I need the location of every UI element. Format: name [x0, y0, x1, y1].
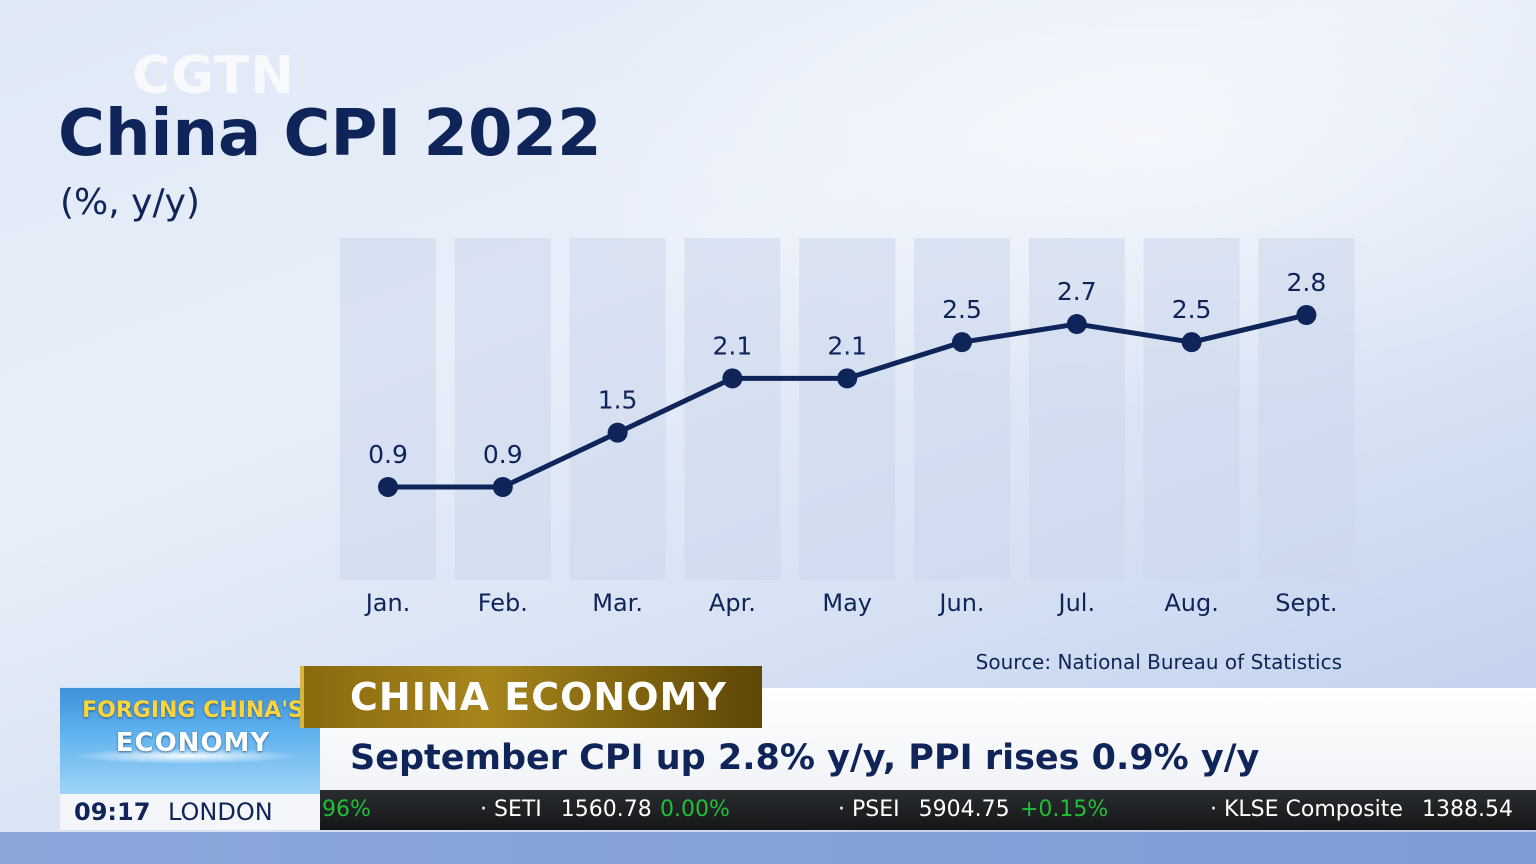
- column-band: [569, 238, 666, 580]
- ticker-value: 1388.54: [1421, 797, 1513, 822]
- data-point: [952, 332, 972, 353]
- ticker-name: PSEI: [852, 797, 900, 822]
- data-point: [837, 368, 858, 389]
- program-title-line1: FORGING CHINA'S: [82, 698, 304, 723]
- chart-subtitle: (%, y/y): [60, 182, 200, 223]
- category-label: Jun.: [937, 589, 984, 617]
- category-label: Apr.: [709, 589, 756, 617]
- data-point: [1181, 332, 1202, 353]
- column-band: [1143, 238, 1240, 580]
- data-point: [1296, 305, 1317, 325]
- column-band: [684, 238, 781, 580]
- program-badge: FORGING CHINA'S ECONOMY: [60, 686, 320, 794]
- data-label: 2.5: [942, 295, 982, 324]
- ticker-bullet-icon: ·: [1210, 797, 1217, 822]
- data-point: [492, 477, 513, 497]
- footer-strip: [0, 832, 1536, 864]
- ticker-bullet-icon: ·: [838, 797, 845, 822]
- column-band: [914, 238, 1010, 580]
- chart-source: Source: National Bureau of Statistics: [975, 650, 1342, 674]
- category-label: Feb.: [478, 589, 528, 617]
- data-point: [607, 422, 628, 443]
- data-label: 2.1: [713, 331, 753, 360]
- clock-bar: 09:17 LONDON: [60, 794, 320, 830]
- data-point: [1066, 314, 1087, 335]
- data-point: [722, 368, 743, 389]
- column-band: [1028, 238, 1125, 580]
- category-label: Mar.: [592, 589, 643, 617]
- badge-light-streak: [70, 748, 300, 764]
- column-band: [454, 238, 551, 580]
- section-tag: CHINA ECONOMY: [300, 666, 762, 728]
- program-title-line2: ECONOMY: [115, 728, 271, 758]
- clock-time: 09:17: [74, 798, 151, 826]
- news-headline: September CPI up 2.8% y/y, PPI rises 0.9…: [350, 738, 1260, 778]
- category-label: Jul.: [1057, 589, 1096, 617]
- ticker-bullet-icon: ·: [480, 797, 487, 822]
- ticker-item: · SETI 1560.78: [480, 796, 652, 824]
- data-label: 2.8: [1287, 268, 1327, 297]
- ticker-item: · PSEI 5904.75: [838, 796, 1010, 824]
- ticker-value: 1560.78: [560, 797, 652, 822]
- ticker-change: 0.00%: [660, 797, 730, 822]
- category-label: Sept.: [1275, 589, 1337, 617]
- ticker-name: KLSE Composite: [1224, 797, 1403, 822]
- ticker-change: +0.15%: [1020, 797, 1109, 822]
- clock-city: LONDON: [168, 798, 273, 826]
- category-label: Aug.: [1164, 589, 1219, 617]
- category-label: Jan.: [364, 589, 411, 617]
- data-point: [378, 477, 398, 497]
- data-label: 1.5: [598, 386, 638, 415]
- data-label: 0.9: [368, 440, 408, 469]
- category-label: May: [822, 589, 872, 617]
- data-label: 2.1: [827, 331, 867, 360]
- chart-title: China CPI 2022: [58, 97, 602, 171]
- data-label: 2.5: [1172, 295, 1212, 324]
- column-band: [799, 238, 896, 580]
- ticker-item: · KLSE Composite 1388.54: [1210, 796, 1513, 824]
- ticker-name: SETI: [494, 797, 542, 822]
- ticker-value: 5904.75: [918, 797, 1010, 822]
- data-label: 0.9: [483, 440, 523, 469]
- stock-ticker: 96% · SETI 1560.78 0.00% · PSEI 5904.75 …: [320, 790, 1536, 830]
- column-band: [340, 238, 436, 580]
- cgtn-watermark-logo: CGTN: [132, 46, 295, 106]
- column-band: [1258, 238, 1355, 580]
- ticker-lead-change: 96%: [322, 797, 371, 822]
- data-label: 2.7: [1057, 277, 1097, 306]
- section-label: CHINA ECONOMY: [350, 675, 727, 719]
